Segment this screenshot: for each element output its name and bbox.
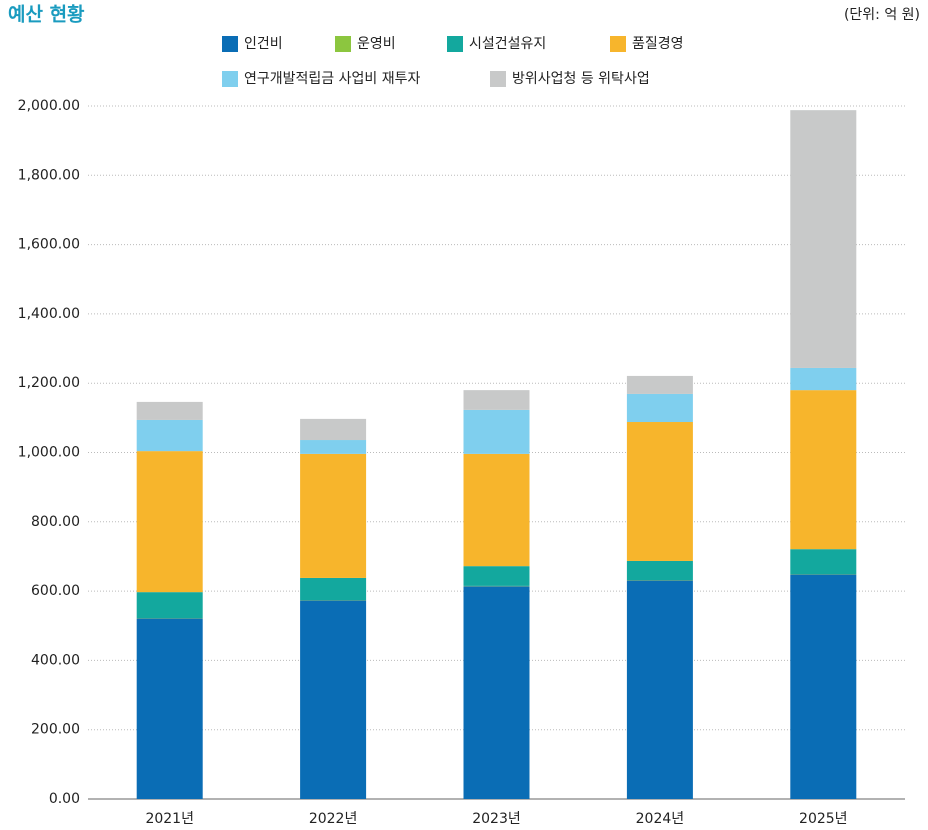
- bar-segment: [136, 451, 203, 593]
- x-tick-label: 2024년: [636, 811, 685, 827]
- y-tick-label: 1,200.00: [18, 375, 80, 391]
- y-tick-label: 600.00: [31, 583, 80, 599]
- y-tick-label: 0.00: [49, 791, 80, 807]
- y-tick-label: 400.00: [31, 652, 80, 668]
- legend-label: 시설건설유지: [469, 36, 546, 52]
- bar-segment: [136, 618, 203, 799]
- bar-segment: [463, 453, 530, 567]
- y-tick-label: 2,000.00: [18, 98, 80, 114]
- bar-segment: [463, 390, 530, 410]
- legend-label: 운영비: [357, 36, 396, 52]
- legend-swatch: [610, 36, 626, 52]
- bar-segment: [626, 422, 693, 561]
- legend-swatch: [490, 71, 506, 87]
- legend-label: 인건비: [244, 36, 283, 52]
- bar-segment: [136, 419, 203, 452]
- x-tick-label: 2025년: [799, 811, 848, 827]
- legend-swatch: [222, 71, 238, 87]
- bar-segment: [300, 440, 367, 454]
- legend-swatch: [222, 36, 238, 52]
- bar-segment: [790, 110, 857, 368]
- bar-segment: [463, 586, 530, 799]
- x-tick-label: 2021년: [145, 811, 194, 827]
- bar-segment: [790, 390, 857, 550]
- bar-segment: [790, 574, 857, 799]
- y-tick-label: 200.00: [31, 722, 80, 738]
- bar-segment: [626, 560, 693, 581]
- legend-swatch: [447, 36, 463, 52]
- legend-label: 방위사업청 등 위탁사업: [512, 71, 650, 87]
- bar-segment: [790, 549, 857, 575]
- bar-segment: [790, 367, 857, 391]
- y-tick-label: 800.00: [31, 514, 80, 530]
- bar-segment: [136, 592, 203, 619]
- bar-segment: [136, 401, 203, 420]
- chart-title: 예산 현황: [8, 3, 85, 26]
- bar-segment: [626, 393, 693, 423]
- y-tick-label: 1,400.00: [18, 306, 80, 322]
- bar-segment: [463, 409, 530, 454]
- x-tick-label: 2022년: [309, 811, 358, 827]
- bar-segment: [300, 577, 367, 601]
- y-tick-label: 1,000.00: [18, 445, 80, 461]
- y-tick-label: 1,800.00: [18, 167, 80, 183]
- bar-segment: [300, 418, 367, 441]
- bar-segment: [463, 566, 530, 586]
- x-tick-label: 2023년: [472, 811, 521, 827]
- bar-segment: [626, 375, 693, 394]
- bar-segment: [626, 580, 693, 799]
- bar-segment: [300, 600, 367, 799]
- y-tick-label: 1,600.00: [18, 237, 80, 253]
- legend-swatch: [335, 36, 351, 52]
- legend-label: 품질경영: [632, 36, 684, 52]
- unit-label: (단위: 억 원): [844, 7, 920, 23]
- bar-segment: [300, 453, 367, 578]
- legend-label: 연구개발적립금 사업비 재투자: [244, 71, 420, 87]
